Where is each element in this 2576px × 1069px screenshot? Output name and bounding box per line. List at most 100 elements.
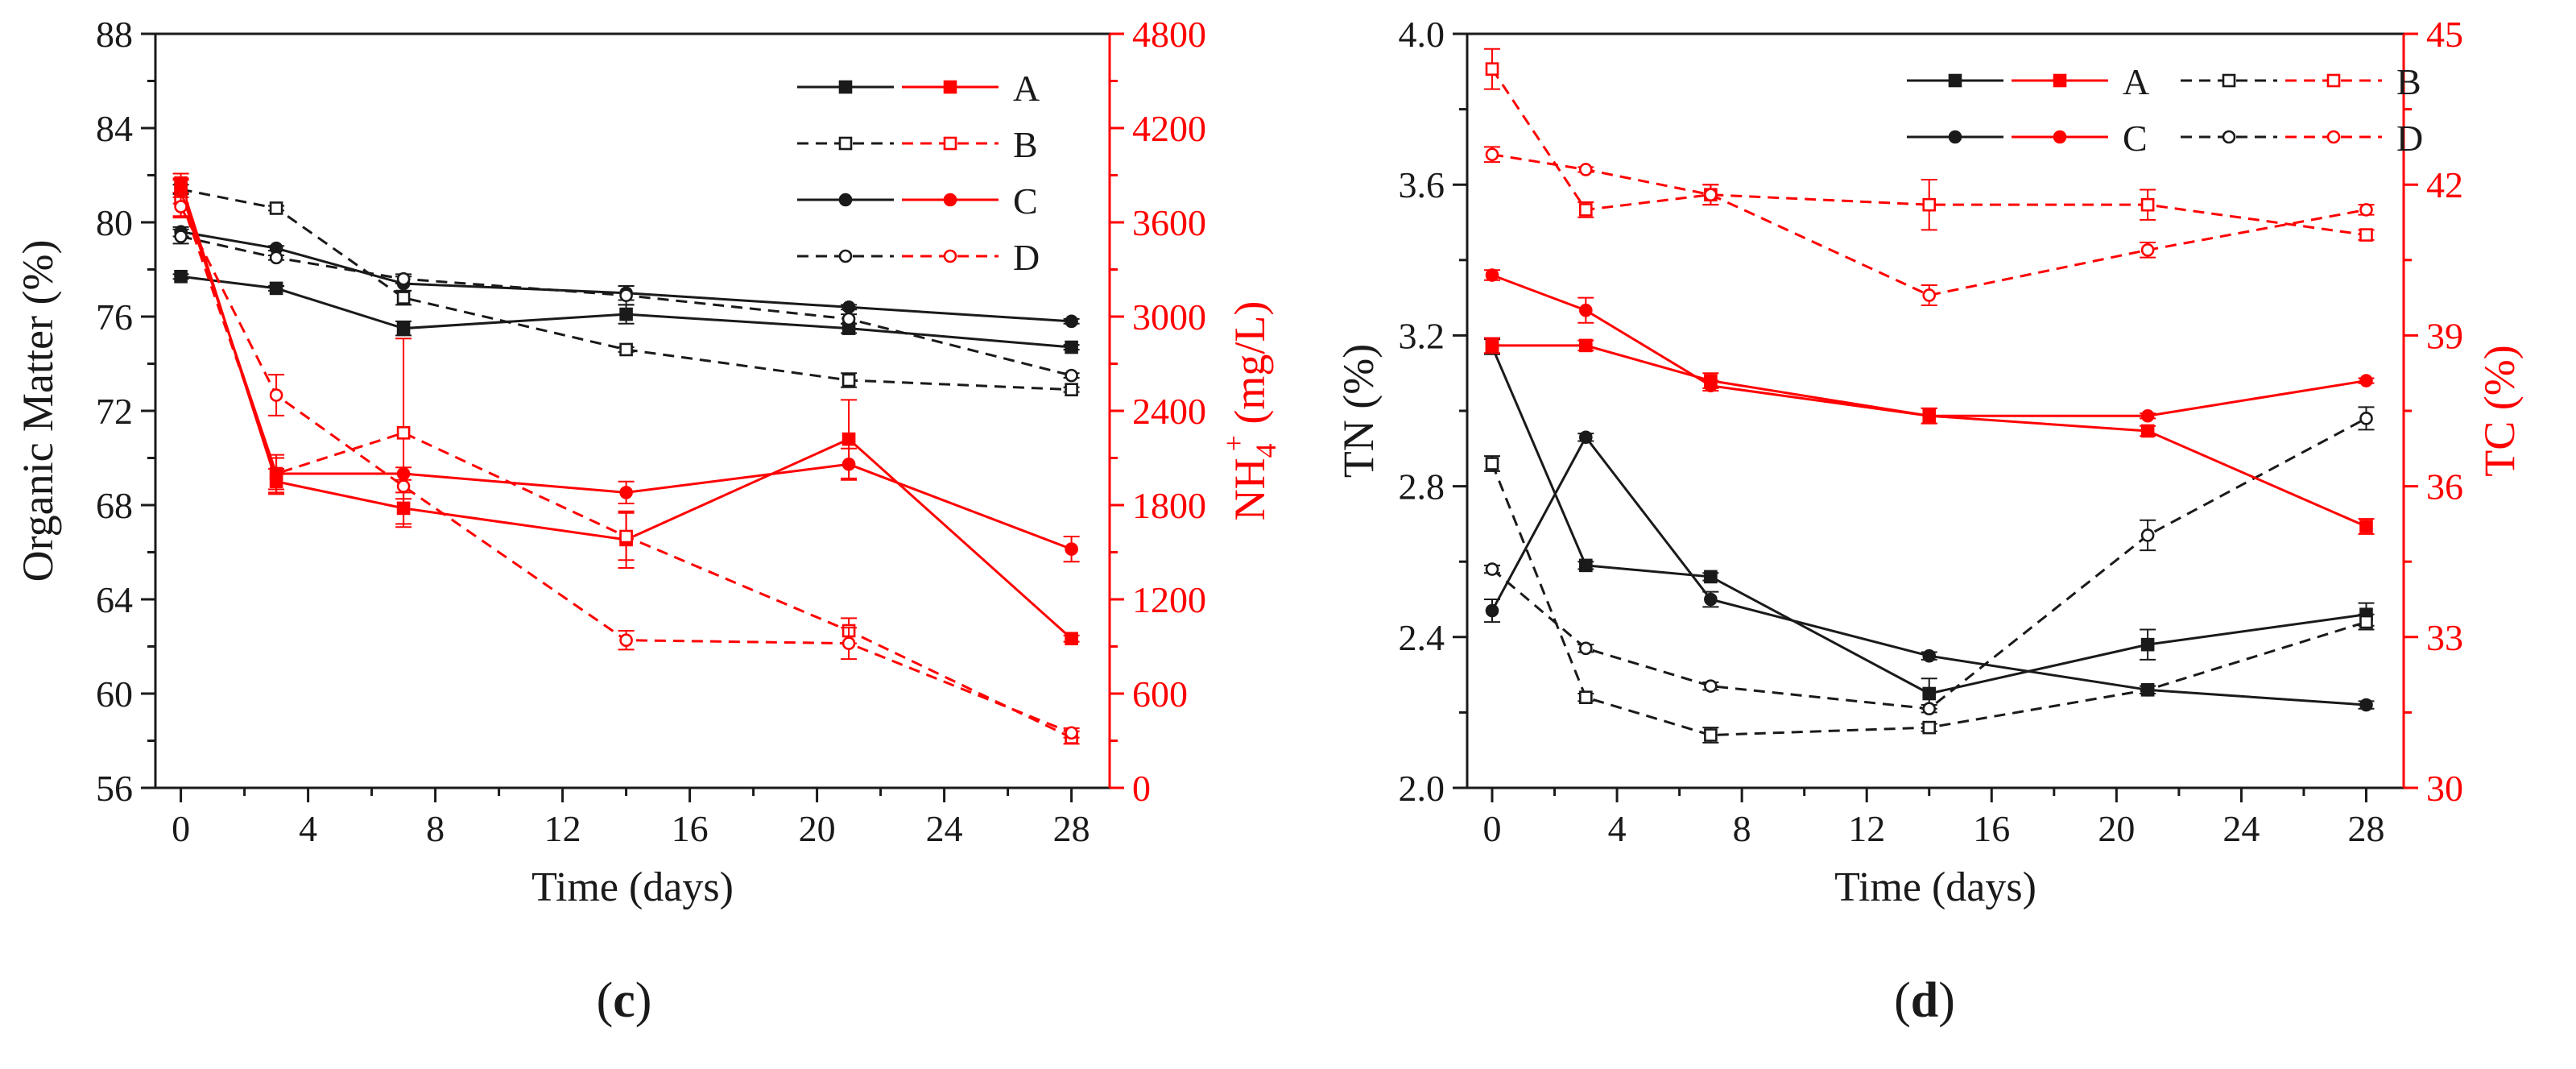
- data-point-c-left: [1704, 592, 1718, 607]
- series-c-left: [1484, 430, 2375, 712]
- series-line-d-left: [1491, 417, 2367, 711]
- legend-entry-a: A: [797, 68, 1040, 109]
- legend-marker-red: [943, 249, 957, 263]
- y-right-tick-label: 36: [2426, 466, 2463, 508]
- legend-label: A: [1013, 68, 1040, 109]
- y-left-tick-label: 88: [96, 14, 133, 55]
- legend-marker-black: [838, 136, 853, 151]
- legend-marker-red: [2053, 73, 2067, 88]
- y-right-tick-label: 42: [2426, 164, 2463, 205]
- data-point-b-right: [2140, 197, 2155, 212]
- y-right-axis-title-subscript: 4: [1250, 443, 1282, 458]
- data-point-d-left: [2359, 412, 2373, 425]
- data-point-c-right: [1485, 268, 1499, 282]
- data-point-b-left: [396, 291, 411, 305]
- y-left-tick-label: 4.0: [1399, 14, 1445, 55]
- x-tick-label: 24: [2222, 808, 2260, 849]
- data-point-d-left: [269, 251, 283, 265]
- series-b-right: [172, 179, 1080, 745]
- data-point-a-left: [1922, 686, 1937, 701]
- chart-panel-c: 0 4 8 12 16 20 24 28 Time (days) 56 60 64 68 72 76 80 84…: [14, 14, 1282, 1028]
- series-line-b-left: [180, 188, 1072, 392]
- series-line-a-right: [1492, 344, 2367, 528]
- y-right-tick-label: 0: [1132, 768, 1151, 809]
- data-point-c-right: [1704, 379, 1718, 393]
- y-left-tick-label: 64: [96, 579, 133, 620]
- data-point-d-right: [1065, 726, 1078, 740]
- series-line-a-right: [180, 182, 1073, 640]
- legend-marker-black: [838, 80, 853, 94]
- y-left-tick-label: 68: [96, 485, 133, 526]
- data-point-d-left: [1579, 641, 1593, 656]
- legend-label: B: [2396, 61, 2421, 102]
- legend-marker-red: [943, 80, 957, 94]
- series-d-right: [172, 196, 1080, 740]
- y-right-axis-title-main: NH: [1226, 458, 1274, 520]
- data-point-b-left: [1704, 728, 1718, 742]
- x-tick-label: 28: [1053, 808, 1090, 849]
- y-left-tick-label: 80: [96, 202, 133, 243]
- series-line-b-right: [1491, 68, 2367, 237]
- series-c-right: [172, 177, 1080, 563]
- series-d-left: [1484, 406, 2375, 716]
- x-tick-label: 20: [2098, 808, 2135, 849]
- data-point-c-right: [2359, 374, 2373, 387]
- y-left-tick-label: 84: [96, 108, 133, 149]
- data-point-d-left: [2140, 528, 2155, 542]
- x-tick-label: 28: [2347, 808, 2384, 849]
- data-point-d-right: [174, 200, 188, 213]
- y-right-axis-title: NH4+ (mg/L): [1218, 301, 1282, 521]
- data-point-d-left: [619, 288, 633, 302]
- data-point-c-right: [619, 486, 633, 499]
- data-point-a-left: [1579, 558, 1593, 573]
- data-point-c-right: [841, 457, 856, 471]
- data-point-a-right: [2359, 520, 2373, 533]
- panel-label-open: (: [597, 973, 614, 1028]
- data-point-a-right: [1065, 632, 1078, 646]
- y-right-axis-title: TC (%): [2475, 345, 2524, 476]
- data-point-c-right: [1922, 408, 1937, 423]
- data-point-b-left: [1485, 457, 1499, 470]
- legend-marker-black: [2222, 130, 2236, 144]
- data-point-b-left: [619, 342, 633, 357]
- data-point-c-left: [1579, 430, 1593, 445]
- y-left-tick-label: 2.4: [1399, 617, 1445, 658]
- data-point-b-right: [1922, 197, 1937, 212]
- y-left-axis-title: Organic Matter (%): [14, 240, 62, 582]
- panel-label: (c): [597, 973, 652, 1028]
- y-right-tick-label: 33: [2426, 617, 2463, 658]
- data-point-a-right: [1579, 338, 1593, 353]
- x-tick-label: 0: [1483, 808, 1502, 849]
- y-left-tick-label: 3.2: [1399, 315, 1445, 356]
- data-point-b-right: [619, 529, 633, 544]
- data-point-a-right: [1485, 338, 1499, 353]
- series-line-d-left: [180, 235, 1072, 377]
- y-left-axis-title: TN (%): [1334, 344, 1383, 478]
- legend-marker-red: [2053, 130, 2067, 144]
- legend-label: C: [1013, 180, 1038, 222]
- x-tick-label: 20: [799, 808, 836, 849]
- y-right-tick-label: 600: [1132, 673, 1188, 715]
- y-right-tick-label: 30: [2426, 768, 2463, 809]
- y-left-tick-label: 3.6: [1399, 164, 1445, 205]
- data-point-a-left: [174, 269, 188, 284]
- panel-label: (d): [1894, 973, 1955, 1028]
- x-tick-label: 8: [1733, 808, 1751, 849]
- data-point-d-right: [1485, 147, 1499, 162]
- legend-entry-c: C: [797, 180, 1038, 222]
- legend-marker-red: [943, 136, 957, 151]
- legend-marker-black: [2222, 73, 2236, 88]
- legend-label: D: [1013, 237, 1040, 278]
- legend-label: B: [1013, 124, 1038, 165]
- data-point-d-left: [174, 230, 188, 243]
- data-point-d-left: [1922, 702, 1937, 716]
- data-point-c-left: [1065, 314, 1078, 329]
- series-c-right: [1484, 268, 2375, 425]
- series-b-left: [172, 182, 1080, 396]
- data-point-d-right: [841, 636, 856, 650]
- series-line-c-right: [180, 190, 1073, 551]
- x-tick-label: 12: [1848, 808, 1885, 849]
